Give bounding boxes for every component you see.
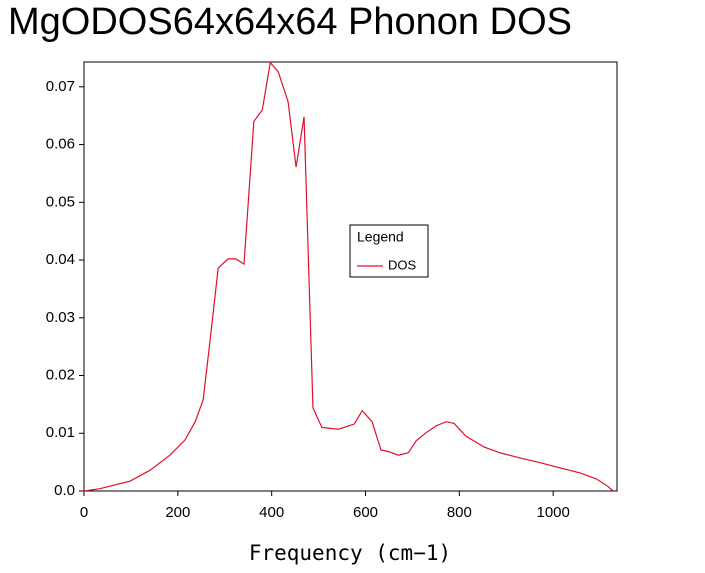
legend-label: DOS	[388, 257, 417, 272]
x-tick-label: 800	[447, 504, 472, 521]
chart-title: MgODOS64x64x64 Phonon DOS	[8, 1, 572, 43]
x-tick-label: 1000	[537, 504, 570, 521]
y-tick-label: 0.03	[46, 309, 75, 326]
plot-frame	[83, 61, 618, 492]
x-tick-label: 600	[353, 504, 378, 521]
data-line	[83, 61, 614, 492]
y-tick-label: 0.05	[46, 193, 75, 210]
y-tick-label: 0.07	[46, 78, 75, 95]
y-tick-label: 0.06	[46, 136, 75, 153]
y-tick-label: 0.02	[46, 366, 75, 383]
legend-title: Legend	[357, 229, 404, 245]
y-tick-label: 0.0	[54, 482, 75, 499]
x-tick-label: 400	[259, 504, 284, 521]
y-tick-label: 0.01	[46, 424, 75, 441]
x-axis-label: Frequency (cm−1)	[249, 541, 451, 565]
legend-box	[349, 224, 429, 278]
y-tick-label: 0.04	[46, 251, 75, 268]
x-tick-label: 0	[80, 504, 88, 521]
x-tick-label: 200	[165, 504, 190, 521]
